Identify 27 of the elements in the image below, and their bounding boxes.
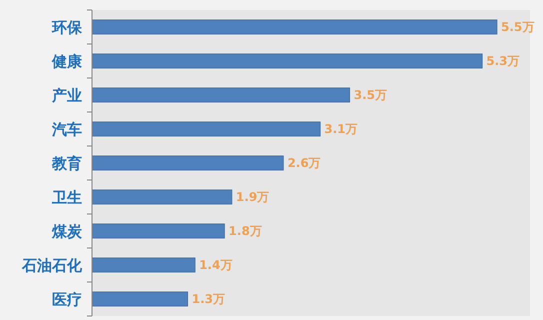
y-tick-label: 教育 xyxy=(51,154,82,172)
bar xyxy=(92,224,225,238)
y-tick-label: 环保 xyxy=(51,18,83,36)
data-label: 1.3万 xyxy=(192,292,225,306)
data-label: 5.3万 xyxy=(486,54,520,68)
data-label: 1.9万 xyxy=(236,190,270,204)
bar xyxy=(92,292,188,306)
y-tick-label: 产业 xyxy=(51,86,82,104)
data-label: 1.4万 xyxy=(199,258,232,272)
y-tick-label: 卫生 xyxy=(51,188,82,206)
data-label: 3.5万 xyxy=(354,88,387,102)
bar xyxy=(92,258,196,272)
y-tick-label: 煤炭 xyxy=(51,222,83,240)
data-label: 5.5万 xyxy=(501,20,534,34)
bar xyxy=(92,156,284,170)
bar xyxy=(92,122,321,136)
bar xyxy=(92,190,232,204)
bar xyxy=(92,20,498,34)
bar xyxy=(92,54,483,68)
y-tick-label: 石油石化 xyxy=(21,256,83,274)
data-label: 3.1万 xyxy=(324,122,358,136)
y-tick-label: 健康 xyxy=(51,52,83,70)
y-tick-label: 医疗 xyxy=(52,290,82,308)
bar xyxy=(92,88,350,102)
data-label: 1.8万 xyxy=(228,224,262,238)
y-tick-label: 汽车 xyxy=(51,120,82,138)
data-label: 2.6万 xyxy=(287,156,321,170)
